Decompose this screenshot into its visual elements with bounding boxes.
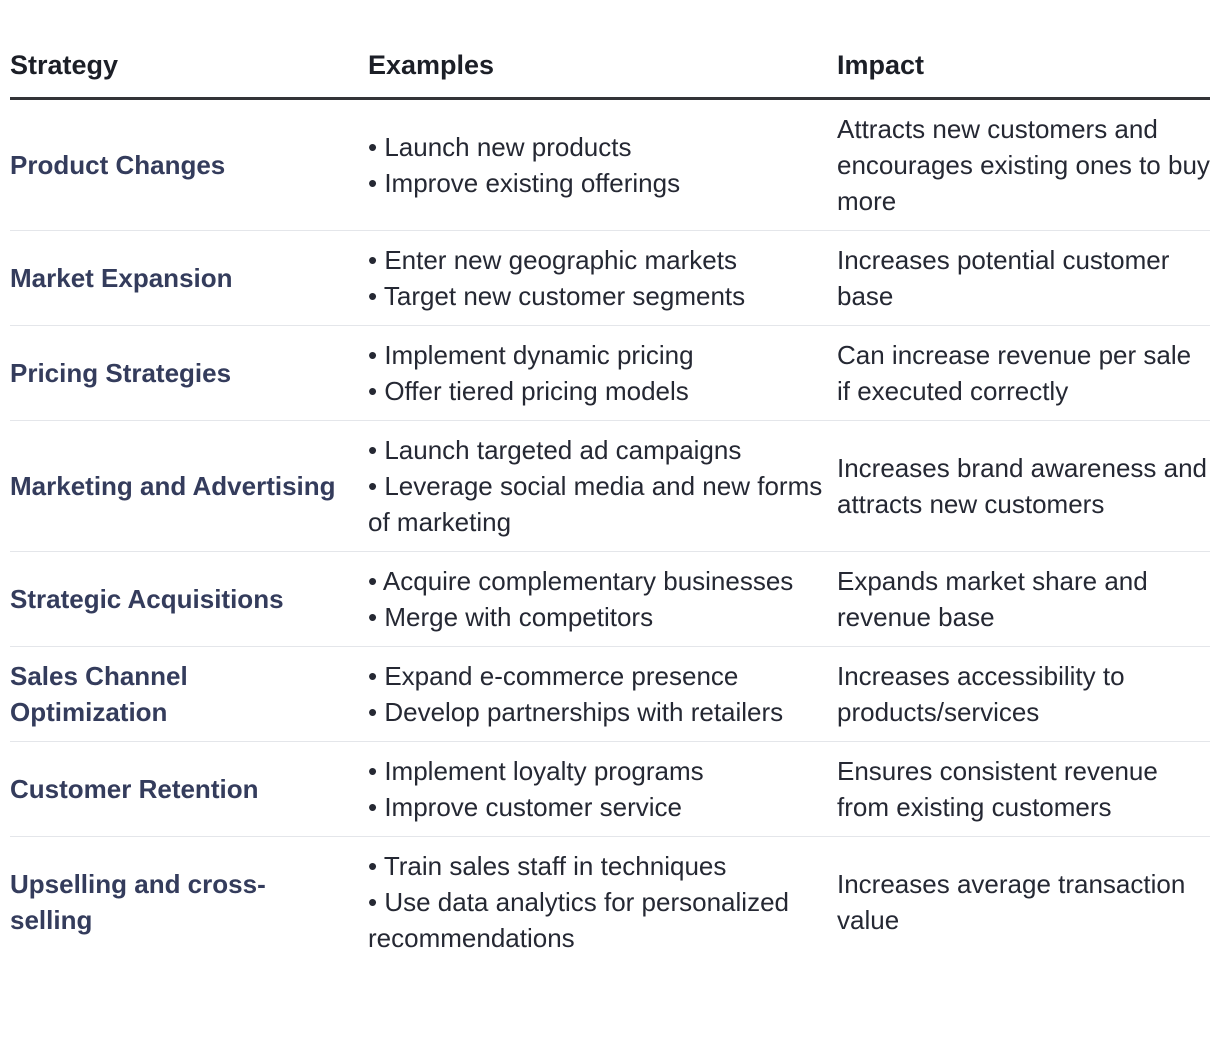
example-item: • Implement dynamic pricing <box>368 340 694 370</box>
examples-cell: • Implement dynamic pricing • Offer tier… <box>368 325 837 421</box>
example-item: • Train sales staff in techniques <box>368 851 727 881</box>
strategy-table-container: Strategy Examples Impact Product Changes… <box>10 36 1210 967</box>
example-item: • Enter new geographic markets <box>368 245 737 275</box>
example-item: • Implement loyalty programs <box>368 756 704 786</box>
impact-cell: Increases average transaction value <box>837 869 1186 935</box>
table-header: Strategy Examples Impact <box>10 36 1210 100</box>
examples-cell: • Acquire complementary businesses • Mer… <box>368 551 837 647</box>
example-item: • Merge with competitors <box>368 602 654 632</box>
example-item: • Target new customer segments <box>368 281 746 311</box>
example-item: • Leverage social media and new forms of… <box>368 471 823 537</box>
header-impact: Impact <box>837 36 1210 100</box>
example-item: • Use data analytics for personalized re… <box>368 887 789 953</box>
examples-cell: • Launch new products • Improve existing… <box>368 98 837 231</box>
impact-cell: Increases brand awareness and attracts n… <box>837 420 1210 552</box>
examples-cell: • Launch targeted ad campaigns • Leverag… <box>368 420 837 552</box>
strategy-cell: Product Changes <box>10 98 368 231</box>
examples-cell: • Enter new geographic markets • Target … <box>368 230 837 326</box>
impact-cell: Can increase revenue per sale if execute… <box>837 325 1210 421</box>
examples-cell: • Implement loyalty programs • Improve c… <box>368 741 837 837</box>
strategy-cell: Upselling and cross-selling <box>10 869 266 935</box>
table-row: Product Changes • Launch new products • … <box>10 98 1210 231</box>
strategy-cell: Marketing and Advertising <box>10 420 368 552</box>
strategy-cell: Pricing Strategies <box>10 325 368 421</box>
strategy-cell: Customer Retention <box>10 741 368 837</box>
table-row: Marketing and Advertising • Launch targe… <box>10 420 1210 552</box>
header-examples: Examples <box>368 36 837 100</box>
table-row: Pricing Strategies • Implement dynamic p… <box>10 325 1210 421</box>
examples-cell: • Expand e-commerce presence • Develop p… <box>368 646 837 742</box>
impact-cell: Increases potential customer base <box>837 230 1210 326</box>
impact-cell: Expands market share and revenue base <box>837 551 1210 647</box>
header-strategy: Strategy <box>10 36 368 100</box>
header-row: Strategy Examples Impact <box>10 36 1210 100</box>
strategy-cell: Market Expansion <box>10 230 368 326</box>
table-row: Sales Channel Optimization • Expand e-co… <box>10 646 1210 742</box>
strategy-table: Strategy Examples Impact Product Changes… <box>10 36 1210 967</box>
examples-cell: • Train sales staff in techniques • Use … <box>368 837 837 968</box>
strategy-cell: Strategic Acquisitions <box>10 551 368 647</box>
impact-cell: Ensures consistent revenue from existing… <box>837 741 1210 837</box>
impact-cell: Increases accessibility to products/serv… <box>837 646 1210 742</box>
example-item: • Develop partnerships with retailers <box>368 697 784 727</box>
table-row: Customer Retention • Implement loyalty p… <box>10 741 1210 837</box>
example-item: • Improve customer service <box>368 792 682 822</box>
table-row: Upselling and cross-selling • Train sale… <box>10 837 1210 968</box>
example-item: • Improve existing offerings <box>368 168 681 198</box>
example-item: • Launch targeted ad campaigns <box>368 435 742 465</box>
table-row: Market Expansion • Enter new geographic … <box>10 230 1210 326</box>
strategy-cell: Sales Channel Optimization <box>10 646 368 742</box>
example-item: • Acquire complementary businesses <box>368 566 794 596</box>
impact-cell: Attracts new customers and encourages ex… <box>837 98 1210 231</box>
example-item: • Expand e-commerce presence <box>368 661 739 691</box>
example-item: • Offer tiered pricing models <box>368 376 689 406</box>
table-body: Product Changes • Launch new products • … <box>10 98 1210 968</box>
example-item: • Launch new products <box>368 132 632 162</box>
table-row: Strategic Acquisitions • Acquire complem… <box>10 551 1210 647</box>
